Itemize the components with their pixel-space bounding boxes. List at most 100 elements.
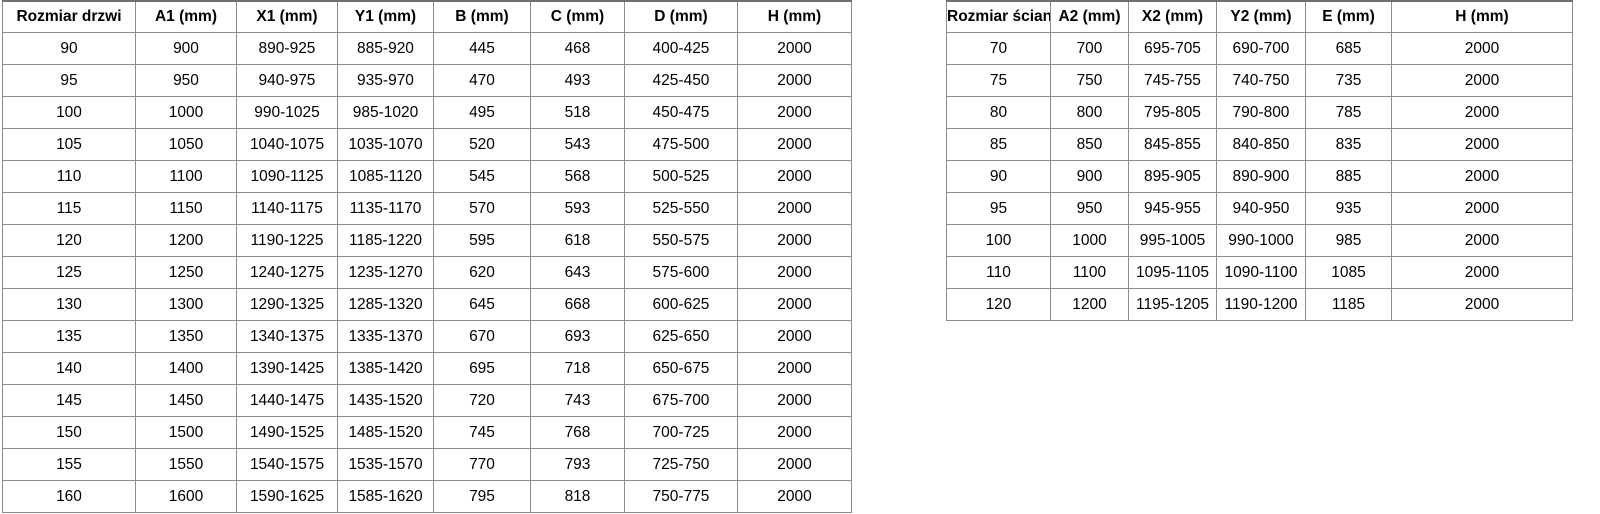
- table-cell: 470: [433, 64, 531, 97]
- table-cell: 1290-1325: [236, 288, 338, 321]
- table-cell: 1485-1520: [337, 416, 434, 449]
- table-cell: 145: [2, 384, 136, 417]
- table-cell: 985: [1305, 224, 1392, 257]
- table-cell: 1400: [135, 352, 237, 385]
- table-cell: 935-970: [337, 64, 434, 97]
- table-cell: 985-1020: [337, 96, 434, 129]
- table-cell: 400-425: [624, 32, 738, 65]
- table-row: 95 950 940-975 935-970 470 493 425-450 2000: [2, 64, 852, 97]
- table-cell: 675-700: [624, 384, 738, 417]
- table-cell: 935: [1305, 192, 1392, 225]
- table-cell: 1390-1425: [236, 352, 338, 385]
- table-cell: 2000: [737, 480, 852, 513]
- table-cell: 518: [530, 96, 625, 129]
- table-cell: 685: [1305, 32, 1392, 65]
- table-row: 85 850 845-855 840-850 835 2000: [946, 128, 1573, 161]
- table-cell: 890-925: [236, 32, 338, 65]
- table-cell: 1190-1200: [1216, 288, 1306, 321]
- walls-table-container: Rozmiar ściankiA2 (mm)X2 (mm)Y2 (mm)E (m…: [946, 0, 1573, 321]
- table-row: 100 1000 995-1005 990-1000 985 2000: [946, 224, 1573, 257]
- table-cell: 600-625: [624, 288, 738, 321]
- doors-dimension-table: Rozmiar drzwi A1 (mm) X1 (mm) Y1 (mm) B (mm)…: [2, 0, 852, 513]
- doors-table-body: 90 900 890-925 885-920 445 468 400-425 2000 95 95…: [2, 32, 852, 513]
- table-cell: 2000: [737, 64, 852, 97]
- table-cell: 1050: [135, 128, 237, 161]
- table-cell: 125: [2, 256, 136, 289]
- table-cell: 570: [433, 192, 531, 225]
- table-cell: 1250: [135, 256, 237, 289]
- table-cell: 90: [2, 32, 136, 65]
- table-cell: 1350: [135, 320, 237, 353]
- table-row: 90 900 890-925 885-920 445 468 400-425 2000: [2, 32, 852, 65]
- table-cell: 1000: [1050, 224, 1129, 257]
- table-cell: 1440-1475: [236, 384, 338, 417]
- column-header-w1: A2 (mm): [1050, 0, 1129, 33]
- table-cell: 1100: [135, 160, 237, 193]
- table-cell: 80: [946, 96, 1051, 129]
- table-cell: 130: [2, 288, 136, 321]
- table-row: 125 1250 1240-1275 1235-1270 620 643 575-600 20…: [2, 256, 852, 289]
- table-cell: 745-755: [1128, 64, 1217, 97]
- table-cell: 2000: [737, 128, 852, 161]
- column-header-d0: Rozmiar drzwi: [2, 0, 136, 33]
- table-cell: 150: [2, 416, 136, 449]
- table-cell: 1095-1105: [1128, 256, 1217, 289]
- table-header-row: Rozmiar drzwi A1 (mm) X1 (mm) Y1 (mm) B (mm)…: [2, 0, 852, 33]
- table-cell: 2000: [737, 192, 852, 225]
- table-cell: 795-805: [1128, 96, 1217, 129]
- table-row: 115 1150 1140-1175 1135-1170 570 593 525-550 20…: [2, 192, 852, 225]
- table-cell: 2000: [737, 320, 852, 353]
- table-cell: 595: [433, 224, 531, 257]
- table-cell: 545: [433, 160, 531, 193]
- table-cell: 940-975: [236, 64, 338, 97]
- table-cell: 1540-1575: [236, 448, 338, 481]
- walls-table-body: 70 700 695-705 690-700 685 2000 75 750 745-755 74…: [946, 32, 1573, 321]
- table-cell: 990-1025: [236, 96, 338, 129]
- table-cell: 835: [1305, 128, 1392, 161]
- table-cell: 1035-1070: [337, 128, 434, 161]
- table-cell: 1150: [135, 192, 237, 225]
- table-cell: 625-650: [624, 320, 738, 353]
- table-cell: 475-500: [624, 128, 738, 161]
- table-cell: 2000: [737, 96, 852, 129]
- table-cell: 785: [1305, 96, 1392, 129]
- table-cell: 2000: [737, 288, 852, 321]
- table-cell: 2000: [1391, 96, 1573, 129]
- table-cell: 1335-1370: [337, 320, 434, 353]
- table-cell: 695: [433, 352, 531, 385]
- table-cell: 2000: [737, 352, 852, 385]
- table-cell: 160: [2, 480, 136, 513]
- table-cell: 2000: [737, 32, 852, 65]
- table-cell: 1135-1170: [337, 192, 434, 225]
- table-cell: 115: [2, 192, 136, 225]
- table-cell: 745: [433, 416, 531, 449]
- table-header-row: Rozmiar ściankiA2 (mm)X2 (mm)Y2 (mm)E (m…: [946, 0, 1573, 33]
- table-cell: 1140-1175: [236, 192, 338, 225]
- table-cell: 495: [433, 96, 531, 129]
- table-cell: 445: [433, 32, 531, 65]
- table-cell: 740-750: [1216, 64, 1306, 97]
- table-cell: 1085-1120: [337, 160, 434, 193]
- table-cell: 670: [433, 320, 531, 353]
- table-cell: 100: [2, 96, 136, 129]
- table-cell: 1185: [1305, 288, 1392, 321]
- column-header-w4: E (mm): [1305, 0, 1392, 33]
- doors-table-container: Rozmiar drzwi A1 (mm) X1 (mm) Y1 (mm) B (mm)…: [2, 0, 852, 513]
- table-cell: 1385-1420: [337, 352, 434, 385]
- table-cell: 2000: [737, 384, 852, 417]
- table-cell: 620: [433, 256, 531, 289]
- table-cell: 1090-1125: [236, 160, 338, 193]
- table-cell: 593: [530, 192, 625, 225]
- table-row: 110 1100 1095-1105 1090-1100 1085 2000: [946, 256, 1573, 289]
- table-cell: 1240-1275: [236, 256, 338, 289]
- table-cell: 1040-1075: [236, 128, 338, 161]
- table-cell: 2000: [1391, 128, 1573, 161]
- table-cell: 1535-1570: [337, 448, 434, 481]
- table-cell: 950: [135, 64, 237, 97]
- table-row: 70 700 695-705 690-700 685 2000: [946, 32, 1573, 65]
- column-header-d7: H (mm): [737, 0, 852, 33]
- table-cell: 2000: [737, 416, 852, 449]
- table-cell: 845-855: [1128, 128, 1217, 161]
- table-cell: 500-525: [624, 160, 738, 193]
- table-cell: 2000: [737, 160, 852, 193]
